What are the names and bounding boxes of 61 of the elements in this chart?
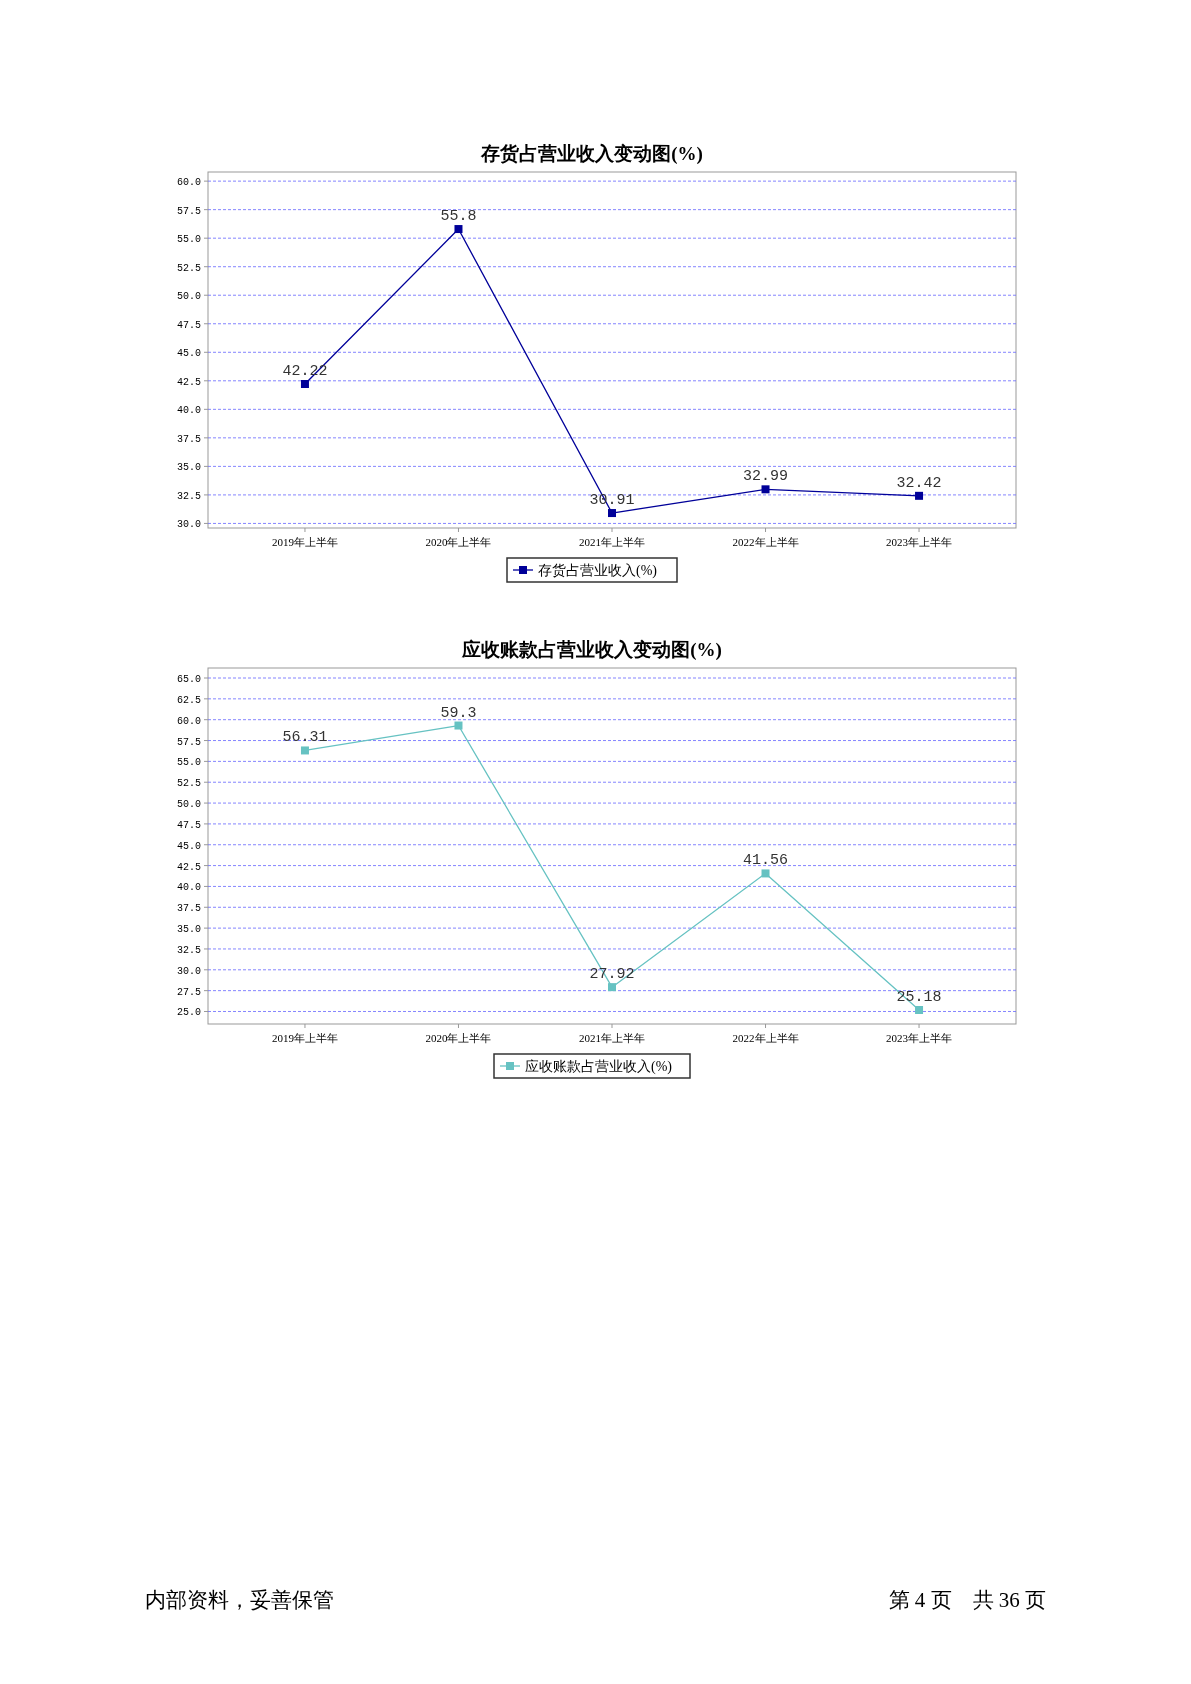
y-tick-label: 27.5 [176, 986, 201, 998]
point [915, 491, 924, 500]
y-tick-label: 55.0 [176, 234, 201, 246]
y-tick-label: 30.0 [176, 965, 201, 977]
x-tick-label: 2023年上半年 [886, 1032, 953, 1044]
y-tick-label: 30.0 [176, 519, 201, 531]
y-tick-label: 65.0 [176, 674, 201, 685]
y-tick-label: 40.0 [176, 405, 201, 417]
y-tick-label: 25.0 [176, 1007, 201, 1019]
point [608, 509, 616, 518]
data-label: 32.99 [743, 468, 789, 486]
y-tick-label: 42.5 [176, 861, 201, 873]
x-tick-label: 2019年上半年 [271, 1032, 338, 1044]
y-tick-label: 32.5 [176, 490, 201, 502]
y-tick-label: 47.5 [176, 319, 201, 331]
x-tick-label: 2020年上半年 [425, 536, 492, 548]
x-tick-label: 2022年上半年 [732, 1032, 799, 1044]
y-tick-label: 52.5 [176, 778, 201, 790]
y-tick-label: 35.0 [176, 924, 201, 936]
data-label: 55.8 [440, 208, 477, 226]
y-tick-label: 50.0 [176, 291, 201, 303]
y-tick-label: 57.5 [176, 205, 201, 217]
y-tick-label: 50.0 [176, 799, 201, 811]
x-tick-label: 2021年上半年 [579, 1032, 645, 1044]
point [300, 746, 309, 755]
data-label: 41.56 [743, 852, 789, 870]
point [915, 1005, 924, 1014]
y-tick-label: 32.5 [176, 944, 201, 956]
data-label: 59.3 [440, 704, 477, 722]
point [608, 983, 616, 992]
y-tick-label: 60.0 [176, 177, 201, 189]
point [300, 380, 309, 388]
data-label: 32.42 [896, 474, 942, 492]
x-tick-label: 2023年上半年 [886, 536, 953, 548]
point [454, 225, 463, 234]
text: 第 4 页 共 36 页 [888, 1587, 1046, 1614]
y-tick-label: 37.5 [176, 903, 201, 915]
y-tick-label: 37.5 [176, 433, 201, 445]
x-tick-label: 2022年上半年 [732, 536, 799, 548]
point [761, 485, 770, 494]
legend-label: 应收账款占营业收入(%) [525, 1059, 673, 1075]
x-tick-label: 2019年上半年 [271, 536, 338, 548]
y-tick-label: 60.0 [176, 715, 201, 727]
y-tick-label: 45.0 [176, 348, 201, 360]
text: 内部资料，妥善保管 [145, 1587, 334, 1614]
point [454, 721, 463, 730]
y-tick-label: 55.0 [176, 757, 201, 769]
y-tick-label: 62.5 [176, 694, 201, 706]
chart-title: 应收账款占营业收入变动图(%) [461, 639, 722, 661]
y-tick-label: 57.5 [176, 736, 201, 748]
y-tick-label: 35.0 [176, 462, 201, 474]
x-tick-label: 2021年上半年 [579, 536, 645, 548]
y-tick-label: 42.5 [176, 376, 201, 388]
y-tick-label: 47.5 [176, 819, 201, 831]
chart-title: 存货占营业收入变动图(%) [480, 143, 703, 165]
point [761, 869, 770, 878]
y-tick-label: 52.5 [176, 262, 201, 274]
x-tick-label: 2020年上半年 [425, 1032, 492, 1044]
y-tick-label: 40.0 [176, 882, 201, 894]
y-tick-label: 45.0 [176, 840, 201, 852]
legend-label: 存货占营业收入(%) [538, 563, 658, 579]
